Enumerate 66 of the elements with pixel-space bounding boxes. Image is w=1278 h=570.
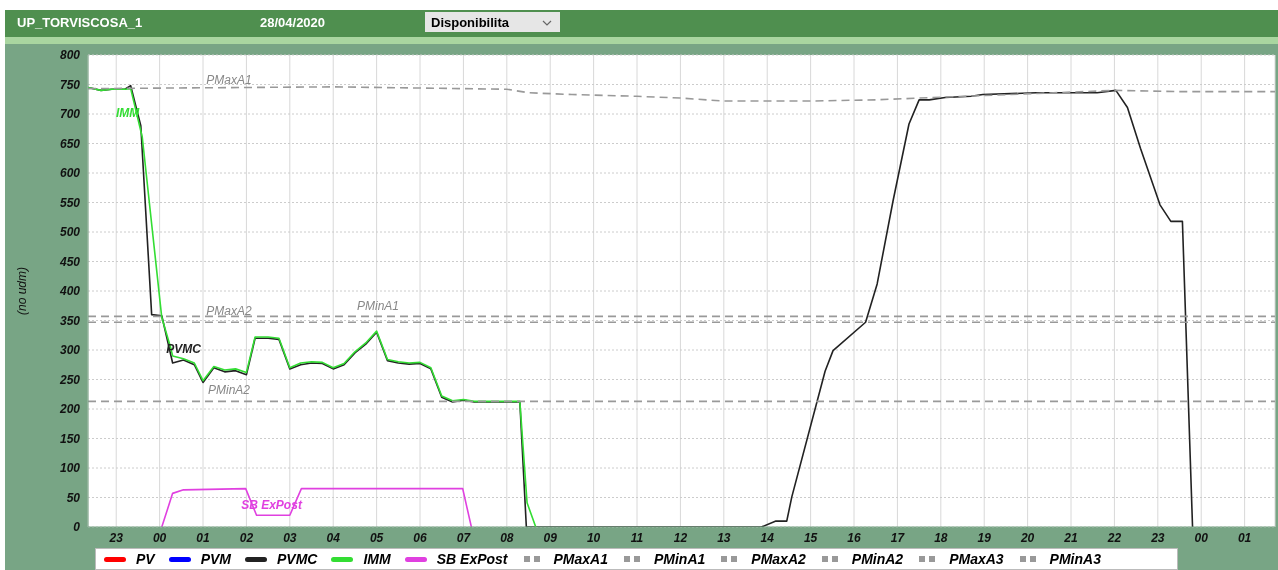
x-tick-label: 15	[803, 530, 818, 545]
y-tick-label: 550	[59, 195, 81, 210]
text: PMaxA1	[206, 72, 252, 87]
y-tick-label: 200	[58, 402, 81, 417]
y-axis-title: (no udm)	[15, 266, 30, 316]
legend-label: SB ExPost	[435, 551, 509, 567]
legend-label: PMinA1	[653, 551, 707, 567]
x-tick-label: 00	[1194, 530, 1209, 545]
x-tick-label: 23	[1150, 530, 1165, 545]
x-tick-label: 06	[413, 530, 428, 545]
x-tick-label: 05	[369, 530, 384, 545]
legend-label: PVM	[199, 551, 233, 567]
y-tick-label: 300	[59, 343, 81, 358]
text: PMinA1	[356, 299, 400, 314]
y-tick-label: 0	[73, 520, 81, 535]
y-tick-label: 50	[66, 490, 81, 505]
x-tick-label: 00	[152, 530, 167, 545]
x-tick-label: 14	[760, 530, 775, 545]
chart-subtitle: 28/04/2020	[260, 15, 326, 30]
y-tick-label: 700	[59, 107, 81, 122]
legend-label: PMinA3	[1048, 551, 1102, 567]
x-tick-label: 23	[108, 530, 124, 545]
x-tick-label: 21	[1063, 530, 1079, 545]
line-series	[160, 487, 473, 527]
y-tick-label: 150	[59, 431, 81, 446]
x-tick-label: 03	[283, 530, 297, 545]
x-tick-label: 11	[630, 530, 644, 545]
x-tick-label: 12	[673, 530, 688, 545]
legend-label: PVMC	[276, 551, 319, 567]
y-tick-label: 800	[59, 48, 81, 63]
legend-label: IMM	[362, 551, 392, 567]
x-tick-label: 07	[456, 530, 472, 545]
y-tick-label: 250	[58, 372, 81, 387]
x-tick-label: 17	[890, 530, 906, 545]
line-series	[88, 86, 537, 527]
chart-title: UP_TORVISCOSA_1	[17, 15, 143, 30]
x-tick-label: 16	[847, 530, 862, 545]
text: Disponibilita	[431, 14, 509, 30]
x-tick-label: 22	[1106, 530, 1122, 545]
y-tick-label: 100	[59, 461, 81, 476]
x-tick-label: 02	[239, 530, 254, 545]
x-tick-label: 20	[1019, 530, 1035, 545]
y-tick-label: 450	[58, 254, 81, 269]
x-tick-label: 01	[1237, 530, 1252, 545]
legend-label: PV	[135, 551, 157, 567]
y-tick-label: 600	[59, 166, 81, 181]
x-tick-label: 10	[586, 530, 601, 545]
x-tick-label: 08	[500, 530, 514, 545]
y-tick-label: 500	[59, 225, 81, 240]
legend-label: PMinA2	[850, 551, 905, 567]
x-tick-label: 04	[326, 530, 341, 545]
x-tick-label: 19	[977, 530, 992, 545]
line-series	[88, 86, 1275, 102]
x-tick-label: 18	[934, 530, 948, 545]
y-tick-label: 350	[59, 313, 81, 328]
x-tick-label: 13	[717, 530, 731, 545]
text: PMinA2	[207, 382, 251, 397]
text: PMaxA2	[206, 303, 252, 318]
y-tick-label: 400	[58, 284, 81, 299]
legend-label: PMaxA3	[948, 551, 1005, 567]
y-tick-label: 750	[59, 77, 81, 92]
legend-label: PMaxA1	[552, 551, 609, 567]
legend-label: PMaxA2	[750, 551, 807, 567]
x-tick-label: 09	[543, 530, 558, 545]
x-tick-label: 01	[196, 530, 211, 545]
y-tick-label: 650	[59, 136, 81, 151]
